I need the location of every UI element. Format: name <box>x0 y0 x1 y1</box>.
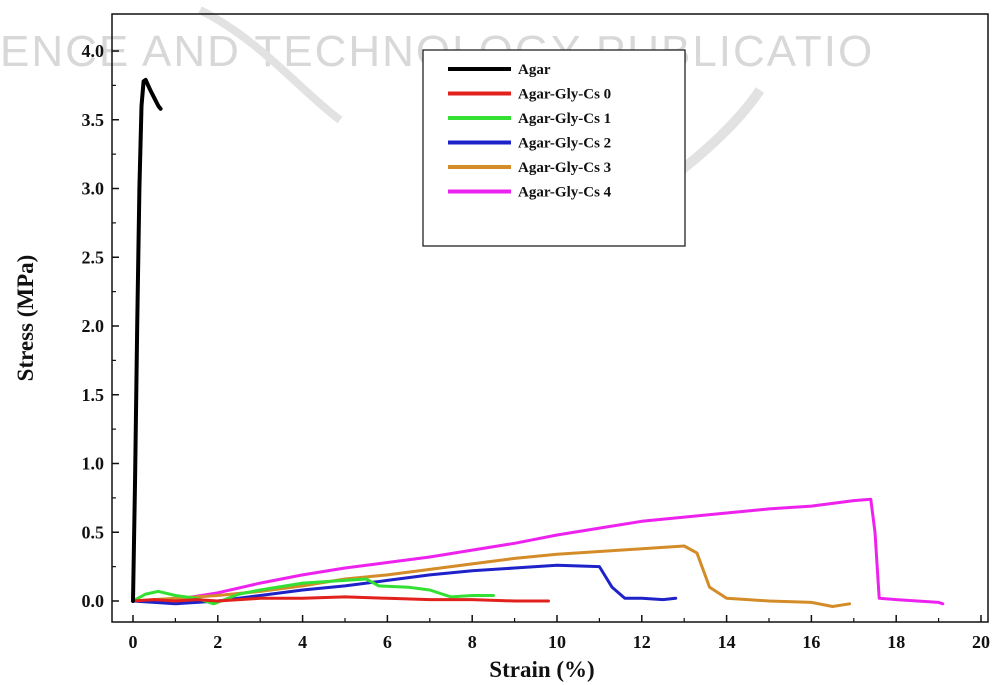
y-tick-label: 2.0 <box>82 316 105 336</box>
legend-label-agar-gly-cs-3: Agar-Gly-Cs 3 <box>518 160 611 176</box>
x-tick-label: 2 <box>213 632 222 652</box>
y-tick-label: 0.0 <box>82 591 105 611</box>
y-tick-label: 3.5 <box>82 110 105 130</box>
x-tick-label: 20 <box>972 632 990 652</box>
series-line-agar-gly-cs-2 <box>131 563 678 606</box>
y-tick-label: 4.0 <box>82 41 105 61</box>
y-tick-label: 0.5 <box>82 522 105 542</box>
x-tick-label: 14 <box>718 632 736 652</box>
series-line-agar <box>131 77 163 603</box>
y-tick-label: 2.5 <box>82 247 105 267</box>
legend-items: Agar Agar-Gly-Cs 0 Agar-Gly-Cs 1 Agar-Gly-C… <box>448 62 612 201</box>
x-tick-label: 6 <box>383 632 392 652</box>
y-axis-title: Stress (MPa) <box>13 255 38 382</box>
x-tick-label: 10 <box>548 632 566 652</box>
y-tick-label: 3.0 <box>82 179 105 199</box>
y-tick-label: 1.5 <box>82 385 105 405</box>
axis-ticks <box>112 50 982 622</box>
x-tick-label: 4 <box>298 632 307 652</box>
legend: Agar Agar-Gly-Cs 0 Agar-Gly-Cs 1 Agar-Gly-C… <box>422 49 686 247</box>
series-line-agar-gly-cs-3 <box>131 544 852 608</box>
series-line-agar-gly-cs-4 <box>131 497 945 606</box>
legend-box <box>422 49 686 247</box>
legend-label-agar-gly-cs-2: Agar-Gly-Cs 2 <box>518 136 611 152</box>
x-tick-label: 18 <box>887 632 905 652</box>
legend-label-agar: Agar <box>518 62 551 78</box>
series-line-agar-gly-cs-1 <box>131 577 495 606</box>
y-tick-labels: 0.0 0.5 1.0 1.5 2.0 2.5 3.0 3.5 4.0 <box>82 41 105 611</box>
plot-frame <box>111 13 989 623</box>
legend-label-agar-gly-cs-4: Agar-Gly-Cs 4 <box>518 185 612 201</box>
x-tick-label: 8 <box>468 632 477 652</box>
x-tick-label: 12 <box>633 632 651 652</box>
y-tick-label: 1.0 <box>82 454 105 474</box>
series-lines <box>131 77 945 608</box>
legend-label-agar-gly-cs-1: Agar-Gly-Cs 1 <box>518 111 611 127</box>
series-line-agar-gly-cs-0 <box>131 595 550 603</box>
x-tick-labels: 0 2 4 6 8 10 12 14 16 18 20 <box>129 632 991 652</box>
x-tick-label: 16 <box>802 632 820 652</box>
x-tick-label: 0 <box>129 632 138 652</box>
x-axis-title: Strain (%) <box>489 657 594 682</box>
legend-label-agar-gly-cs-0: Agar-Gly-Cs 0 <box>518 87 611 103</box>
watermark-swoosh-left <box>198 6 343 124</box>
